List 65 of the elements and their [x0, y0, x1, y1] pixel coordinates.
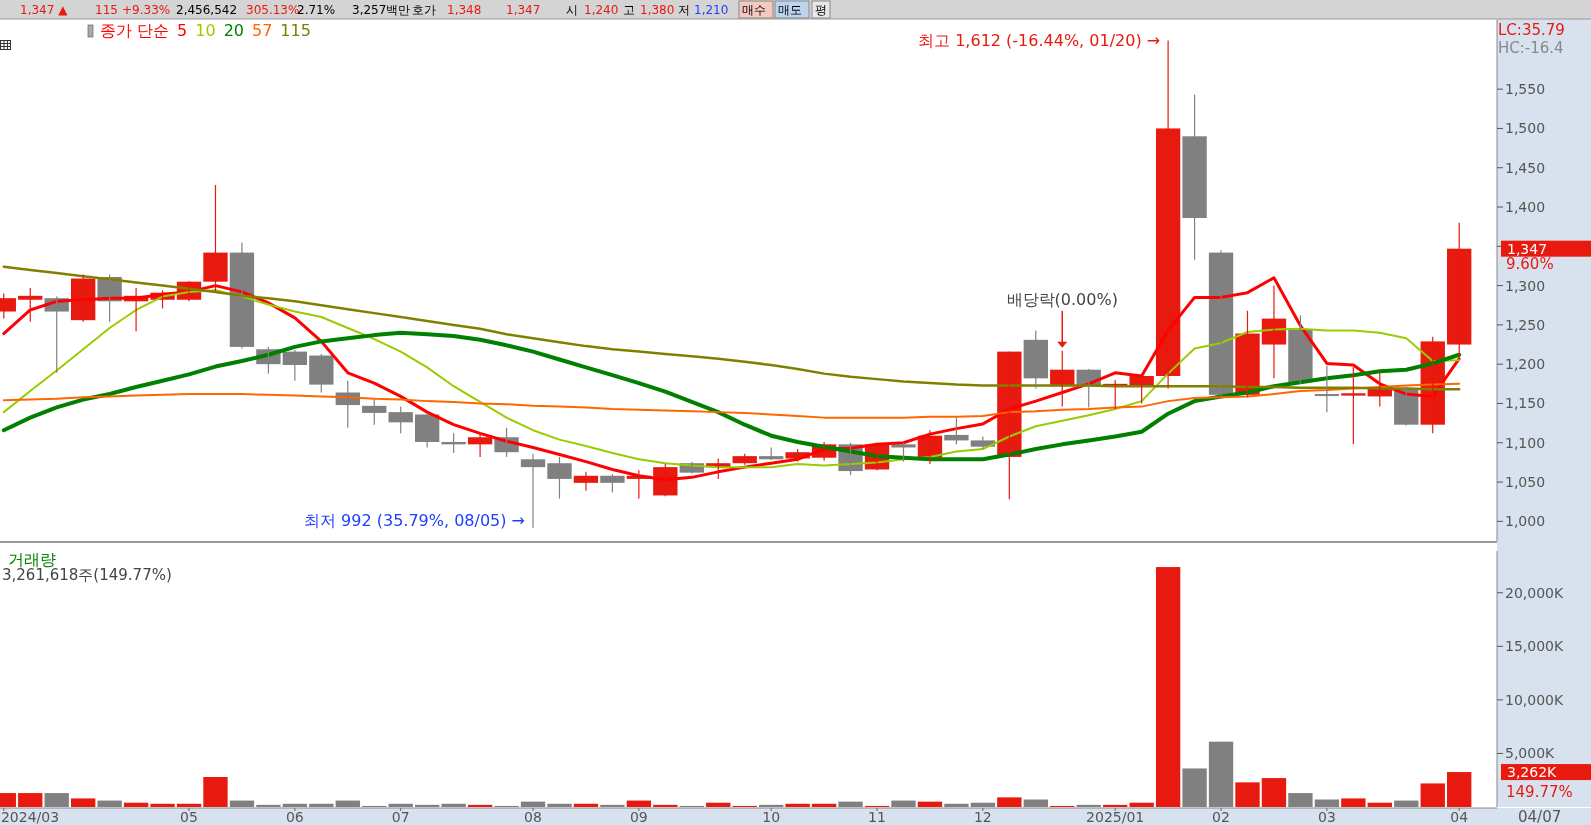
- text: 저: [678, 3, 690, 17]
- y-tick-label: 1,150: [1505, 395, 1546, 412]
- x-tick-label: 2024/03: [0, 809, 60, 825]
- y-tick-label: 1,200: [1505, 356, 1546, 373]
- text: 매수: [742, 3, 766, 17]
- y-tick-label: 1,050: [1505, 473, 1546, 490]
- text: 2.71%: [297, 3, 336, 17]
- text: LC:35.79: [1498, 21, 1565, 39]
- text: 호가: [412, 3, 436, 17]
- y-tick-label: 1,000: [1505, 513, 1546, 530]
- annotation: 최저 992 (35.79%, 08/05) →: [304, 511, 526, 531]
- text: 115: [95, 3, 118, 17]
- text: +9.33%: [122, 3, 171, 17]
- text: 1,347 ▲: [20, 3, 69, 17]
- text: 5: [177, 21, 188, 40]
- x-tick-label: 05: [180, 809, 198, 825]
- y-tick-label: 1,100: [1505, 434, 1546, 451]
- text: 3,262K: [1507, 764, 1558, 781]
- text: 20: [223, 21, 244, 40]
- y-tick-label: 1,250: [1505, 316, 1546, 333]
- text: 1,348: [447, 3, 482, 17]
- text: 305.13%: [246, 3, 300, 17]
- legend-title: 종가 단순: [100, 21, 170, 40]
- text: HC:-16.4: [1498, 39, 1564, 57]
- annotation: 배당락(0.00%): [1006, 289, 1118, 309]
- text: 1,380: [640, 3, 675, 17]
- y-tick-label: 1,550: [1505, 81, 1546, 98]
- text: 1,347: [506, 3, 541, 17]
- chart-title: 거래량: [8, 550, 56, 569]
- x-tick-label: 03: [1317, 809, 1336, 825]
- x-tick-label: 08: [524, 809, 542, 825]
- y-tick-label: 10,000K: [1505, 691, 1564, 708]
- text: 1,240: [584, 3, 619, 17]
- text: 9.60%: [1506, 255, 1554, 273]
- y-tick-label: 5,000K: [1505, 745, 1556, 762]
- text: 매도: [778, 3, 802, 17]
- text: 10: [195, 21, 216, 40]
- y-tick-label: 15,000K: [1505, 638, 1564, 655]
- text: 04/07: [1518, 808, 1562, 825]
- x-tick-label: 07: [391, 809, 410, 825]
- y-tick-label: 20,000K: [1505, 584, 1564, 601]
- annotation: 최고 1,612 (-16.44%, 01/20) →: [918, 31, 1161, 51]
- x-tick-label: 02: [1212, 809, 1230, 825]
- text: 평: [815, 3, 827, 17]
- y-tick-label: 1,400: [1505, 198, 1546, 215]
- text: 3,257백만: [352, 3, 411, 17]
- x-tick-label: 09: [629, 809, 648, 825]
- x-tick-label: 04: [1450, 809, 1469, 825]
- text: 2,456,542: [176, 3, 238, 17]
- x-tick-label: 06: [285, 809, 304, 825]
- text: 149.77%: [1506, 783, 1573, 801]
- text: 시: [566, 3, 578, 17]
- text: 1,347: [1507, 240, 1548, 257]
- y-tick-label: 1,300: [1505, 277, 1546, 294]
- text: 3,261,618주(149.77%): [2, 566, 172, 584]
- text: 57: [252, 21, 273, 40]
- y-tick-label: 1,450: [1505, 159, 1546, 176]
- y-tick-label: 1,500: [1505, 120, 1546, 137]
- x-tick-label: 11: [868, 809, 886, 825]
- text: 1,210: [694, 3, 729, 17]
- text: 115: [280, 21, 311, 40]
- x-tick-label: 2025/01: [1086, 809, 1145, 825]
- text: 고: [623, 3, 635, 17]
- x-tick-label: 10: [762, 809, 781, 825]
- x-tick-label: 12: [973, 809, 992, 825]
